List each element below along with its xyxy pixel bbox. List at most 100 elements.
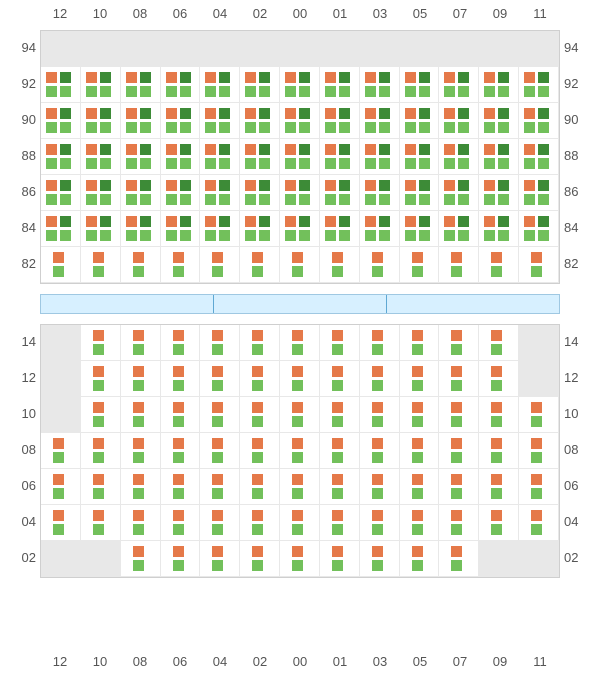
slot-marker: [252, 344, 263, 355]
slot-marker: [299, 194, 310, 205]
slot-marker: [252, 560, 263, 571]
slot-marker: [205, 158, 216, 169]
slot-marker: [212, 252, 223, 263]
slot-marker: [252, 510, 263, 521]
slot-marker: [252, 488, 263, 499]
slot-marker: [372, 488, 383, 499]
slot-marker: [325, 144, 336, 155]
column-label: 09: [480, 650, 520, 674]
slot-cell: [240, 541, 280, 577]
slot-marker: [484, 144, 495, 155]
slot-cell: [280, 325, 320, 361]
slot-marker: [252, 452, 263, 463]
slot-marker: [444, 72, 455, 83]
slot-marker: [259, 230, 270, 241]
slot-marker: [444, 158, 455, 169]
slot-cell: [200, 433, 240, 469]
slot-marker: [173, 380, 184, 391]
slot-marker: [252, 330, 263, 341]
slot-marker: [173, 488, 184, 499]
slot-cell: [400, 361, 440, 397]
slot-marker: [173, 344, 184, 355]
slot-marker: [451, 546, 462, 557]
row-label: 08: [564, 442, 594, 457]
row-label: 12: [6, 370, 36, 385]
slot-marker: [86, 72, 97, 83]
slot-marker: [379, 158, 390, 169]
slot-cell: [121, 103, 161, 139]
slot-marker: [140, 230, 151, 241]
slot-marker: [332, 266, 343, 277]
slot-marker: [332, 366, 343, 377]
slot-cell: [41, 541, 81, 577]
slot-cell: [360, 397, 400, 433]
slot-cell: [121, 433, 161, 469]
slot-cell: [280, 139, 320, 175]
slot-marker: [126, 216, 137, 227]
slot-marker: [325, 158, 336, 169]
slot-cell: [240, 103, 280, 139]
slot-marker: [212, 438, 223, 449]
slot-marker: [53, 438, 64, 449]
slot-marker: [339, 86, 350, 97]
slot-marker: [212, 416, 223, 427]
slot-marker: [412, 524, 423, 535]
slot-marker: [491, 402, 502, 413]
slot-marker: [498, 194, 509, 205]
slot-cell: [479, 433, 519, 469]
slot-cell: [360, 103, 400, 139]
slot-marker: [60, 86, 71, 97]
slot-marker: [498, 180, 509, 191]
slot-marker: [365, 122, 376, 133]
slot-cell: [439, 67, 479, 103]
slot-cell: [121, 505, 161, 541]
slot-marker: [299, 86, 310, 97]
slot-marker: [299, 230, 310, 241]
slot-cell: [41, 175, 81, 211]
slot-cell: [519, 469, 559, 505]
slot-marker: [458, 216, 469, 227]
slot-cell: [400, 103, 440, 139]
slot-cell: [400, 541, 440, 577]
rack-diagram: 12100806040200010305070911 9492908886848…: [0, 0, 600, 680]
slot-marker: [93, 474, 104, 485]
slot-marker: [484, 180, 495, 191]
slot-marker: [365, 144, 376, 155]
slot-cell: [81, 397, 121, 433]
slot-marker: [140, 72, 151, 83]
slot-marker: [93, 416, 104, 427]
slot-cell: [280, 31, 320, 67]
slot-marker: [166, 216, 177, 227]
slot-cell: [41, 31, 81, 67]
slot-marker: [252, 546, 263, 557]
slot-marker: [93, 438, 104, 449]
slot-marker: [53, 510, 64, 521]
slot-cell: [479, 541, 519, 577]
slot-marker: [458, 72, 469, 83]
slot-cell: [240, 397, 280, 433]
slot-marker: [498, 122, 509, 133]
slot-marker: [205, 72, 216, 83]
slot-cell: [320, 433, 360, 469]
slot-cell: [439, 247, 479, 283]
slot-cell: [81, 361, 121, 397]
row-label: 08: [6, 442, 36, 457]
slot-cell: [200, 469, 240, 505]
slot-cell: [161, 211, 201, 247]
slot-marker: [332, 560, 343, 571]
slot-marker: [166, 158, 177, 169]
slot-marker: [173, 452, 184, 463]
slot-cell: [439, 361, 479, 397]
slot-marker: [180, 180, 191, 191]
slot-marker: [484, 216, 495, 227]
slot-cell: [240, 433, 280, 469]
slot-marker: [451, 380, 462, 391]
slot-marker: [538, 108, 549, 119]
slot-cell: [439, 175, 479, 211]
slot-cell: [400, 325, 440, 361]
slot-marker: [53, 488, 64, 499]
slot-marker: [484, 108, 495, 119]
slot-cell: [400, 67, 440, 103]
slot-marker: [451, 438, 462, 449]
slot-marker: [325, 108, 336, 119]
